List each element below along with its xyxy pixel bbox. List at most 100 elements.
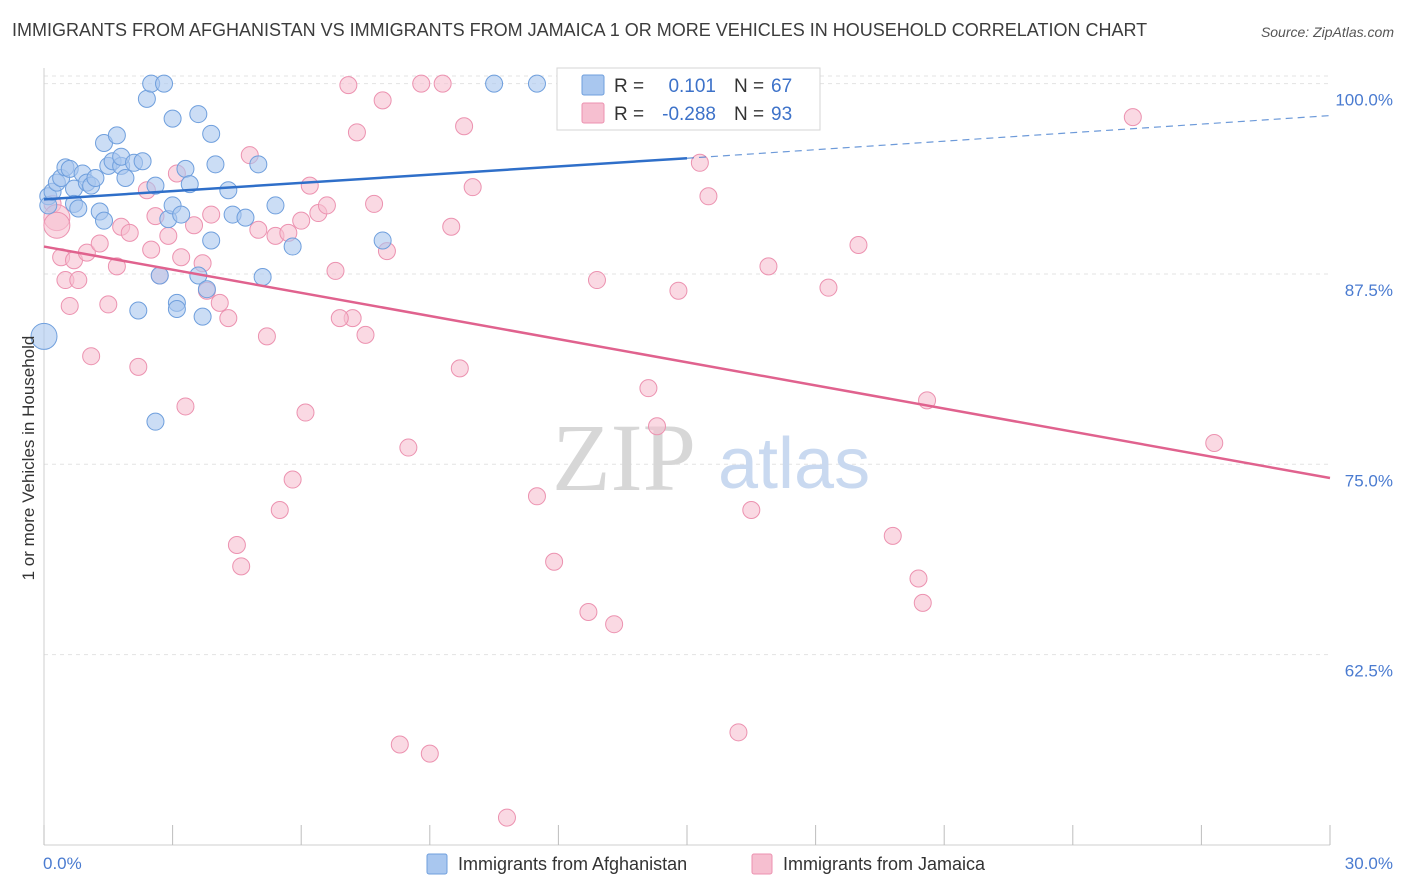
jamaica-point	[639, 379, 658, 398]
jamaica-point	[317, 196, 336, 215]
jamaica-point	[330, 309, 349, 328]
legend: Immigrants from Afghanistan Immigrants f…	[426, 853, 986, 875]
jamaica-point	[1123, 108, 1142, 127]
jamaica-point	[883, 526, 902, 545]
afghanistan-point	[527, 74, 546, 93]
afghanistan-point	[219, 181, 238, 200]
afghanistan-point	[202, 231, 221, 250]
jamaica-point	[300, 176, 319, 195]
x-tick-min: 0.0%	[43, 854, 82, 873]
afghanistan-trend-line	[43, 156, 688, 201]
afghanistan-point	[95, 211, 114, 230]
source-label: Source: ZipAtlas.com	[1260, 24, 1394, 40]
jamaica-point	[142, 240, 161, 259]
afghanistan-point	[253, 268, 272, 287]
jamaica-point	[43, 211, 71, 239]
jamaica-point	[296, 403, 315, 422]
afghanistan-point	[236, 208, 255, 227]
jamaica-point	[1205, 433, 1224, 452]
jamaica-point	[455, 117, 474, 136]
jamaica-point	[129, 357, 148, 376]
afghanistan-point	[129, 301, 148, 320]
jamaica-point	[909, 569, 928, 588]
jamaica-point	[283, 470, 302, 489]
jamaica-point	[292, 211, 311, 230]
afghanistan-point	[163, 109, 182, 128]
jamaica-point	[545, 552, 564, 571]
jamaica-point	[587, 271, 606, 290]
jamaica-point	[742, 500, 761, 519]
stats-n-label-jamaica: N =	[734, 104, 764, 125]
afghanistan-point	[202, 124, 221, 143]
jamaica-point	[172, 248, 191, 267]
jamaica-point	[227, 536, 246, 555]
legend-swatch-jamaica	[751, 853, 773, 875]
afghanistan-point	[206, 155, 225, 174]
stats-n-value-afghanistan: 67	[771, 76, 792, 97]
jamaica-points	[43, 74, 1224, 827]
afghanistan-point	[155, 74, 174, 93]
jamaica-point	[107, 257, 126, 276]
jamaica-point	[849, 236, 868, 255]
legend-label-afghanistan: Immigrants from Afghanistan	[458, 854, 687, 874]
afghanistan-point	[86, 169, 105, 188]
jamaica-point	[579, 603, 598, 622]
jamaica-point	[399, 438, 418, 457]
jamaica-point	[420, 744, 439, 763]
jamaica-point	[185, 216, 204, 235]
jamaica-point	[120, 223, 139, 242]
jamaica-point	[249, 220, 268, 239]
jamaica-point	[699, 187, 718, 206]
jamaica-point	[463, 178, 482, 197]
jamaica-point	[759, 257, 778, 276]
y-tick-label: 62.5%	[1345, 662, 1393, 681]
watermark-atlas: atlas	[718, 424, 870, 504]
jamaica-point	[819, 278, 838, 297]
jamaica-point	[82, 347, 101, 366]
jamaica-point	[497, 808, 516, 827]
y-tick-label: 100.0%	[1335, 91, 1393, 110]
jamaica-point	[232, 557, 251, 576]
jamaica-point	[647, 417, 666, 436]
afghanistan-point	[373, 231, 392, 250]
jamaica-point	[390, 735, 409, 754]
chart-title: IMMIGRANTS FROM AFGHANISTAN VS IMMIGRANT…	[12, 20, 1148, 40]
stats-n-label-afghanistan: N =	[734, 76, 764, 97]
jamaica-point	[442, 217, 461, 236]
jamaica-point	[365, 194, 384, 213]
afghanistan-point	[197, 280, 216, 299]
afghanistan-point	[116, 169, 135, 188]
afghanistan-point	[30, 322, 58, 350]
afghanistan-point	[189, 105, 208, 124]
jamaica-point	[219, 309, 238, 328]
jamaica-point	[60, 296, 79, 315]
jamaica-point	[373, 91, 392, 110]
afghanistan-point	[172, 205, 191, 224]
jamaica-point	[450, 359, 469, 378]
stats-r-value-jamaica: -0.288	[662, 104, 716, 125]
y-axis-label: 1 or more Vehicles in Household	[19, 336, 38, 581]
afghanistan-point	[283, 237, 302, 256]
afghanistan-point	[69, 199, 88, 218]
stats-n-value-jamaica: 93	[771, 104, 792, 125]
jamaica-point	[913, 593, 932, 612]
afghanistan-point	[167, 299, 186, 318]
afghanistan-point	[133, 152, 152, 171]
stats-box: R = 0.101 N = 67 R = -0.288 N = 93	[556, 67, 821, 131]
afghanistan-point	[146, 412, 165, 431]
jamaica-point	[69, 271, 88, 290]
afghanistan-point	[180, 175, 199, 194]
jamaica-point	[326, 261, 345, 280]
jamaica-point	[433, 74, 452, 93]
jamaica-point	[347, 123, 366, 142]
jamaica-point	[729, 723, 748, 742]
afghanistan-point	[146, 176, 165, 195]
trend-lines	[43, 114, 1331, 480]
jamaica-trend-line	[43, 245, 1331, 480]
stats-swatch-afghanistan	[581, 74, 605, 96]
jamaica-point	[159, 226, 178, 245]
afghanistan-point	[137, 89, 156, 108]
afghanistan-point	[485, 74, 504, 93]
jamaica-point	[356, 325, 375, 344]
